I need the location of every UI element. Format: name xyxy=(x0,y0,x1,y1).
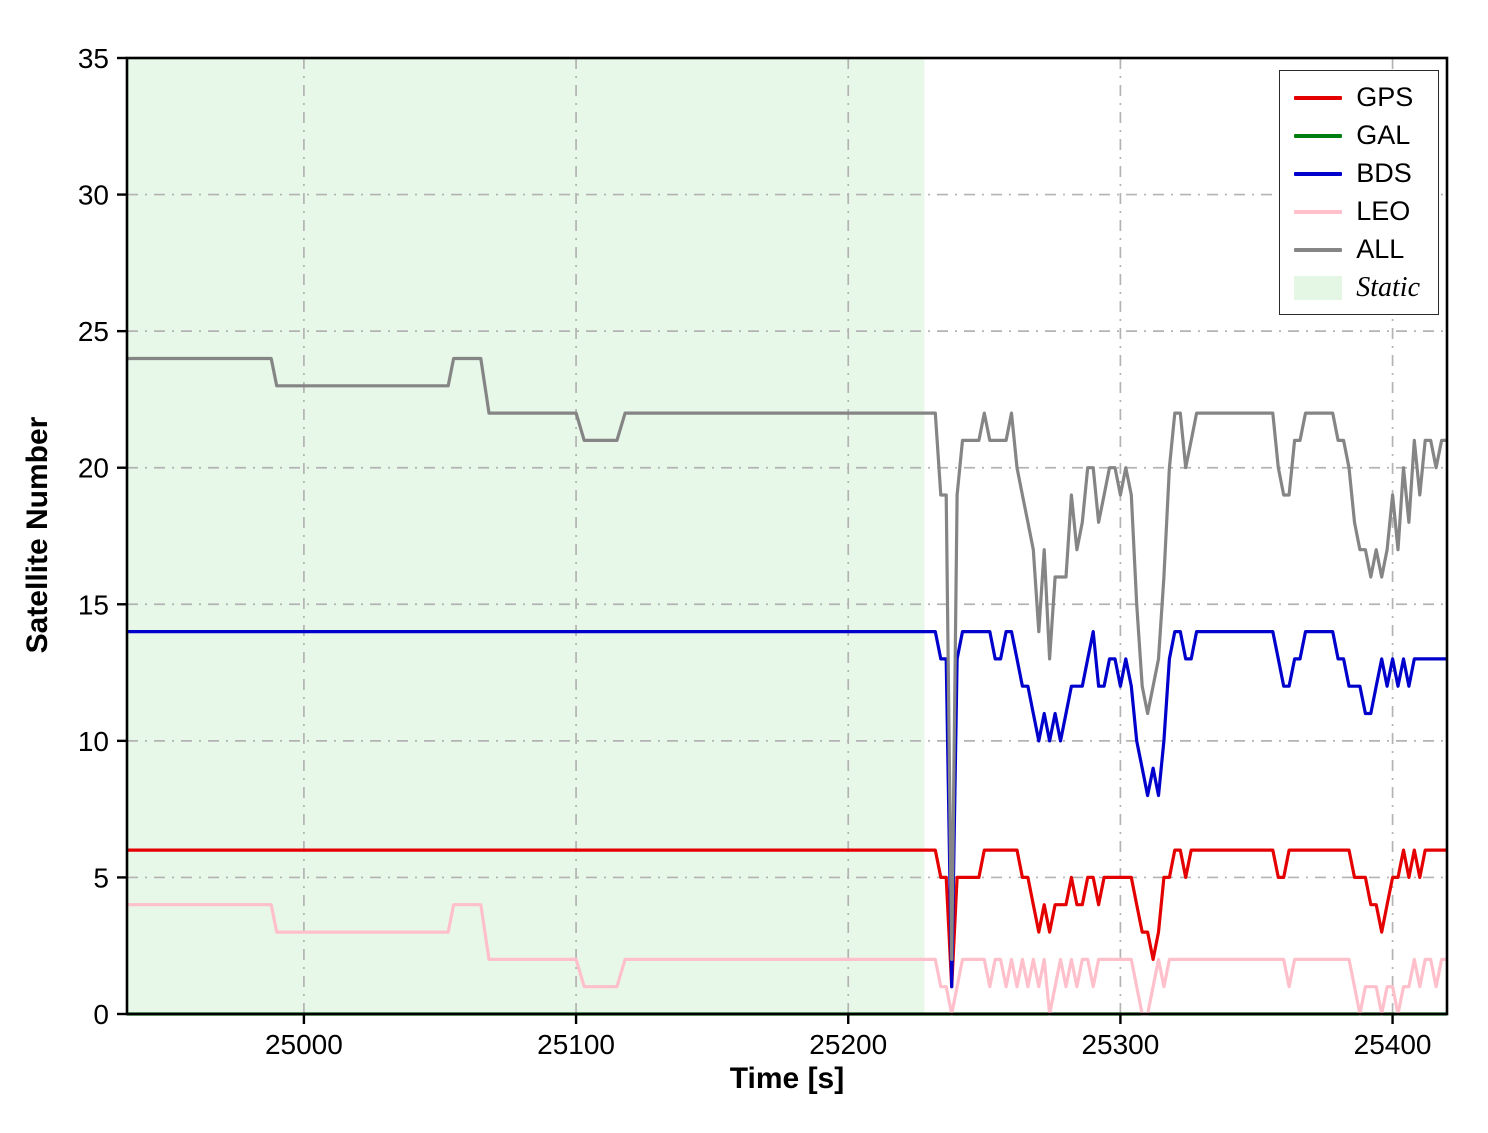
legend-item-bds: BDS xyxy=(1294,157,1420,190)
x-tick-label: 25000 xyxy=(265,1029,343,1060)
static-region-shading xyxy=(127,58,925,1014)
axes-spines xyxy=(125,56,1449,1016)
leo-legend-label: LEO xyxy=(1356,196,1411,226)
static-legend-swatch xyxy=(1294,275,1343,300)
x-tick-label: 25300 xyxy=(1081,1029,1159,1060)
leo-legend-swatch xyxy=(1294,209,1343,214)
bds-legend-swatch xyxy=(1294,171,1343,176)
y-tick-label: 30 xyxy=(78,180,109,211)
all-legend-swatch xyxy=(1294,247,1343,252)
y-tick-label: 20 xyxy=(78,453,109,484)
legend-item-static: Static xyxy=(1294,271,1420,304)
series-all-line xyxy=(127,356,1447,961)
y-tick-label: 25 xyxy=(78,316,109,347)
legend-item-leo: LEO xyxy=(1294,195,1420,228)
y-tick-label: 15 xyxy=(78,589,109,620)
gal-legend-swatch xyxy=(1294,133,1343,138)
series-leo-line xyxy=(127,903,1447,1016)
x-tick-label: 25200 xyxy=(809,1029,887,1060)
series-bds-line xyxy=(127,630,1447,989)
axis-ticks: 25000 25100 25200 25300 25400 0 5 10 15 20 25 30 35 xyxy=(78,43,1432,1060)
x-tick-label: 25400 xyxy=(1354,1029,1432,1060)
x-axis-label: Time [s] xyxy=(729,1062,845,1095)
legend-item-gps: GPS xyxy=(1294,81,1420,114)
gps-legend-swatch xyxy=(1294,95,1343,100)
gps-legend-label: GPS xyxy=(1356,82,1414,112)
gal-legend-label: GAL xyxy=(1356,120,1411,150)
y-tick-label: 35 xyxy=(78,43,109,74)
y-tick-label: 10 xyxy=(78,726,109,757)
legend: GPS GAL BDS LEO ALL Static xyxy=(1279,70,1439,315)
legend-item-all: ALL xyxy=(1294,233,1420,266)
y-tick-label: 5 xyxy=(93,862,109,893)
x-tick-label: 25100 xyxy=(537,1029,615,1060)
all-legend-label: ALL xyxy=(1356,234,1405,264)
legend-item-gal: GAL xyxy=(1294,119,1420,152)
y-tick-label: 0 xyxy=(93,999,109,1030)
static-legend-label: Static xyxy=(1356,271,1420,303)
series-gps-line xyxy=(127,848,1447,989)
y-axis-label: Satellite Number xyxy=(21,416,54,654)
bds-legend-label: BDS xyxy=(1356,158,1412,188)
